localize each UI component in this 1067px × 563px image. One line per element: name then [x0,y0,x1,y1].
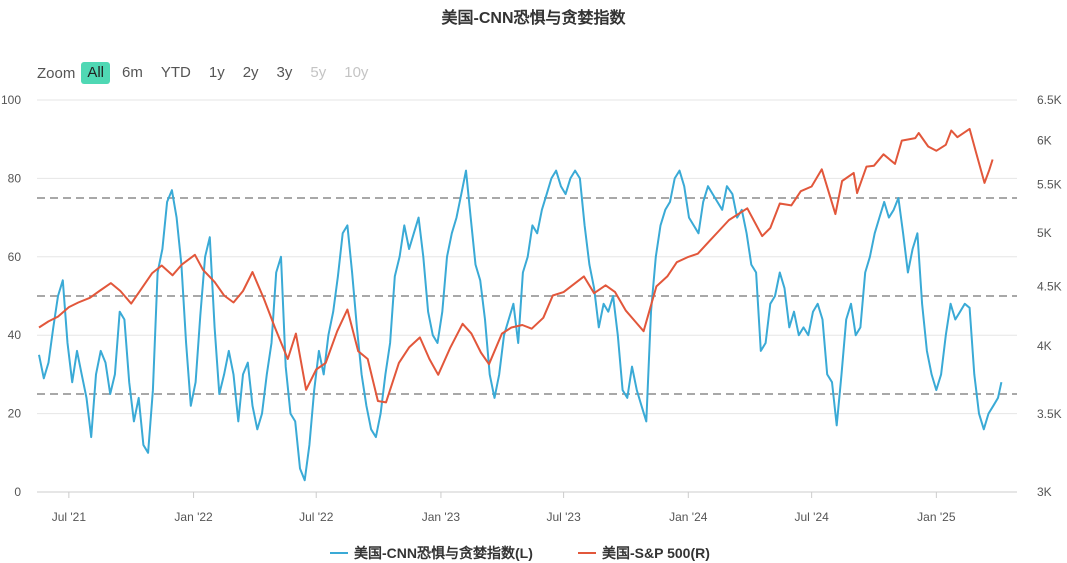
x-tick-label: Jul '21 [52,510,87,524]
y-left-tick-label: 0 [14,485,21,499]
reference-lines [37,197,1017,395]
y-right-tick-label: 6K [1037,134,1052,148]
x-tick-label: Jul '24 [794,510,829,524]
legend: 美国-CNN恐惧与贪婪指数(L) 美国-S&P 500(R) [330,545,710,561]
zoom-button-all[interactable]: All [81,62,111,84]
zoom-button-5y: 5y [310,64,327,81]
legend-item: 美国-S&P 500(R) [602,545,710,561]
x-tick-label: Jul '23 [546,510,581,524]
sp500-series-line [38,127,994,404]
x-tick-label: Jan '23 [422,510,461,524]
zoom-button-2y[interactable]: 2y [242,64,259,81]
y-right-tick-label: 3.5K [1037,407,1062,421]
y-right-tick-label: 5K [1037,226,1052,240]
zoom-label: Zoom [37,64,76,82]
y-right-tick-label: 4.5K [1037,279,1062,293]
y-right-tick-label: 3K [1037,485,1052,499]
chart-title: 美国-CNN恐惧与贪婪指数 [441,10,626,27]
x-tick-label: Jan '25 [917,510,956,524]
y-left-tick-label: 60 [8,250,22,264]
y-left-tick-label: 100 [1,93,21,107]
zoom-button-10y: 10y [344,64,369,81]
y-left-tick-label: 80 [8,171,22,185]
y-left-tick-label: 20 [8,407,22,421]
y-left-tick-label: 40 [8,328,22,342]
x-tick-label: Jan '24 [669,510,708,524]
x-tick-label: Jan '22 [174,510,213,524]
axes: 0 20 40 60 80 100 3K 3.5K 4K 4.5K 5K 5.5K 6K 6.5K Jul … [1,93,1062,524]
series-lines [38,127,1003,482]
zoom-range-selector: Zoom All 6m YTD 1y 2y 3y 5y 10y [37,62,380,84]
zoom-button-6m[interactable]: 6m [122,64,143,81]
y-right-tick-label: 6.5K [1037,93,1062,107]
fear-greed-series-line [38,169,1003,482]
legend-item: 美国-CNN恐惧与贪婪指数(L) [354,545,533,561]
zoom-button-ytd[interactable]: YTD [160,64,191,81]
zoom-button-3y[interactable]: 3y [276,64,293,81]
zoom-button-1y[interactable]: 1y [208,64,225,81]
y-right-tick-label: 4K [1037,339,1052,353]
y-right-tick-label: 5.5K [1037,178,1062,192]
x-tick-label: Jul '22 [299,510,334,524]
